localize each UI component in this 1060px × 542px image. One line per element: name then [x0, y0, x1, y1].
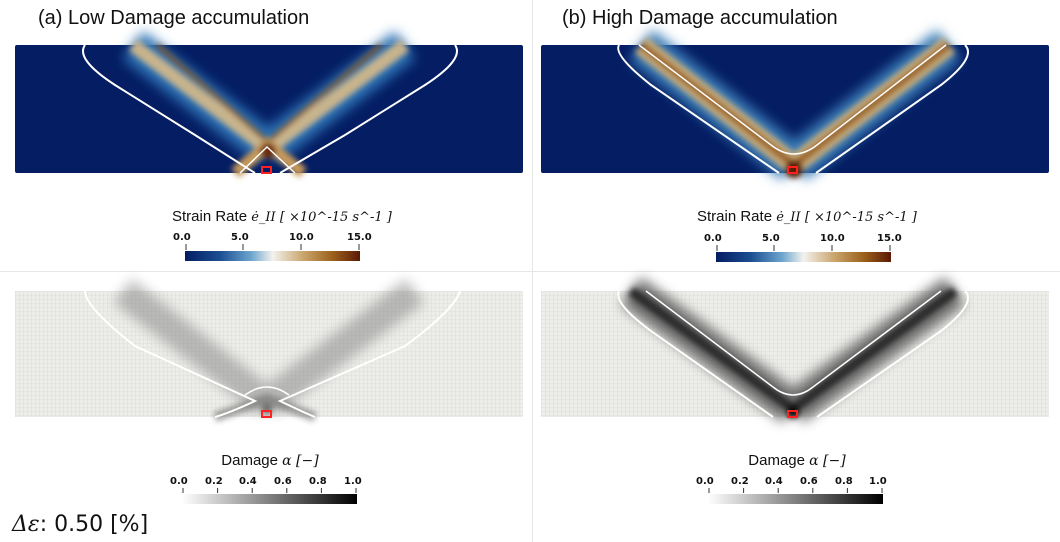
damage-tick-04: 0.4	[239, 476, 257, 487]
strain-tick-10: 10.0	[289, 232, 314, 243]
strain-tick-15: 15.0	[347, 232, 372, 243]
colorbar-title-text: Damage	[221, 452, 283, 469]
strain-tick-5: 5.0	[231, 232, 249, 243]
damage-b-tick-02: 0.2	[731, 476, 749, 487]
damage-colorbar-b-title: Damage α [−]	[697, 452, 897, 469]
colorbar-title-text: Damage	[748, 452, 810, 469]
strain-increment-label: Δε: 0.50 [%]	[12, 512, 148, 537]
strain-rate-colorbar-title: Strain Rate ė_II [ ×10^-15 s^-1 ]	[172, 208, 392, 225]
damage-b-tick-08: 0.8	[835, 476, 853, 487]
panel-b-title: (b) High Damage accumulation	[562, 7, 838, 29]
damage-colorbar-b	[708, 488, 883, 504]
panel-a-strain-rate-field	[15, 31, 523, 178]
damage-b-tick-10: 1.0	[869, 476, 887, 487]
strain-b-tick-10: 10.0	[820, 233, 845, 244]
colorbar-units: α [−]	[282, 453, 319, 469]
damage-tick-02: 0.2	[205, 476, 223, 487]
damage-tick-10: 1.0	[344, 476, 362, 487]
damage-tick-08: 0.8	[309, 476, 327, 487]
strain-b-tick-0: 0.0	[704, 233, 722, 244]
colorbar-units: α [−]	[809, 453, 846, 469]
damage-tick-06: 0.6	[274, 476, 292, 487]
horizontal-divider	[0, 271, 1060, 272]
panel-a-damage-field	[15, 279, 523, 422]
damage-b-tick-0: 0.0	[696, 476, 714, 487]
damage-colorbar-a	[182, 488, 357, 504]
strain-b-tick-15: 15.0	[877, 233, 902, 244]
colorbar-units: ė_II [ ×10^-15 s^-1 ]	[776, 210, 917, 225]
panel-b-strain-rate-field	[541, 29, 1049, 181]
strain-tick-0: 0.0	[173, 232, 191, 243]
colorbar-units: ė_II [ ×10^-15 s^-1 ]	[251, 210, 392, 225]
damage-colorbar-title: Damage α [−]	[170, 452, 370, 469]
delta-epsilon-symbol: Δε	[12, 512, 40, 537]
panel-a-title: (a) Low Damage accumulation	[38, 7, 310, 29]
strain-rate-colorbar-b	[716, 245, 891, 262]
damage-b-tick-04: 0.4	[765, 476, 783, 487]
colorbar-title-text: Strain Rate	[172, 208, 252, 225]
panel-b-damage-field	[541, 277, 1049, 423]
strain-rate-colorbar-a	[185, 244, 360, 261]
colorbar-title-text: Strain Rate	[697, 208, 777, 225]
damage-b-tick-06: 0.6	[800, 476, 818, 487]
strain-rate-colorbar-b-title: Strain Rate ė_II [ ×10^-15 s^-1 ]	[697, 208, 917, 225]
strain-b-tick-5: 5.0	[762, 233, 780, 244]
damage-tick-0: 0.0	[170, 476, 188, 487]
strain-increment-value: : 0.50 [%]	[39, 512, 149, 537]
